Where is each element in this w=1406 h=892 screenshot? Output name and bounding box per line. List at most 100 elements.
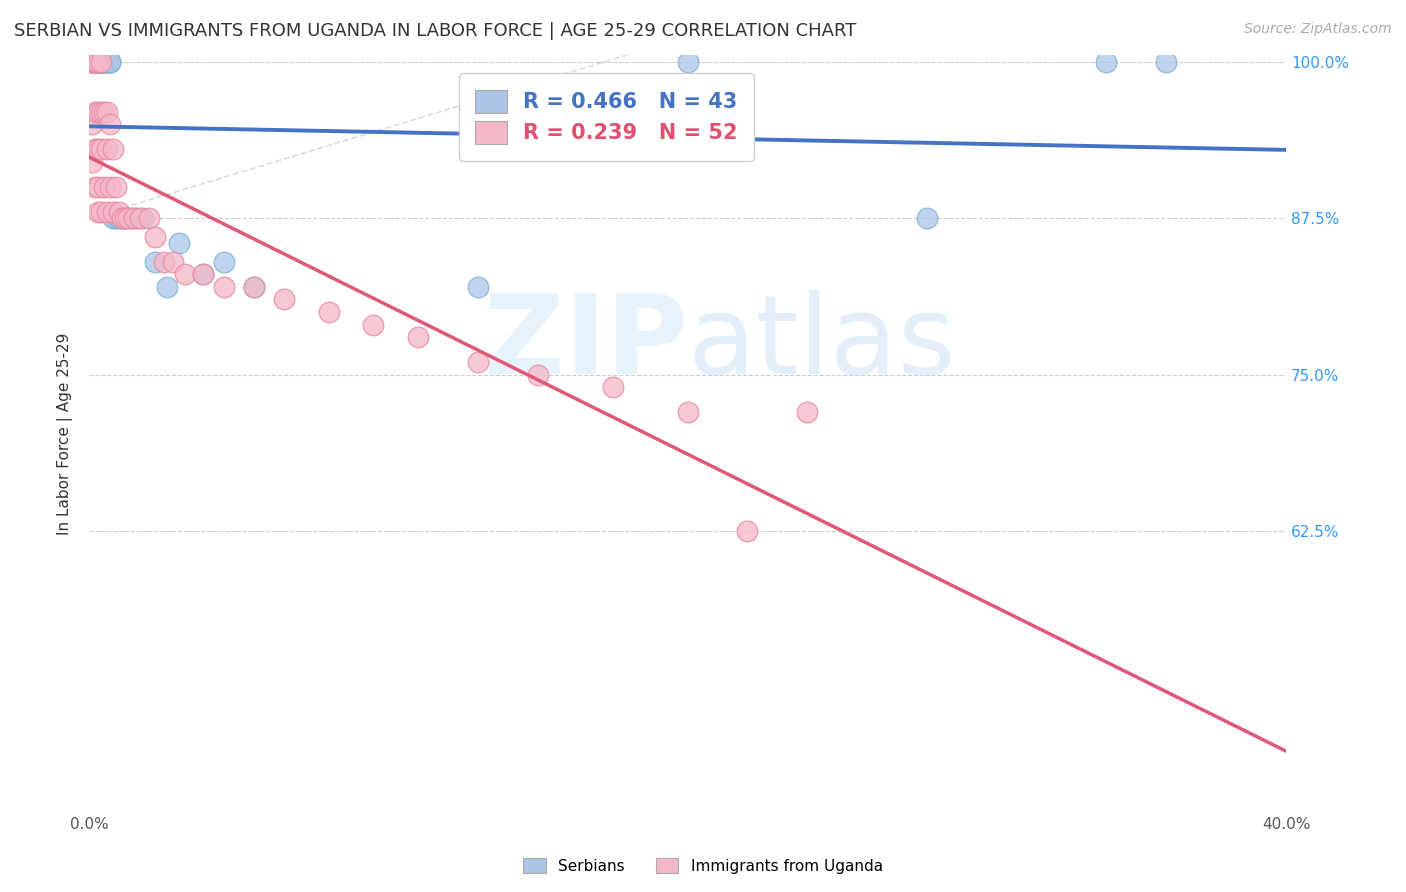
Point: [84, 54, 107, 69]
Point: [90, 54, 112, 69]
Point: [90, 205, 112, 219]
Point: [93, 54, 115, 69]
Point: [132, 211, 155, 226]
Point: [93, 104, 115, 119]
Point: [153, 255, 176, 269]
Point: [273, 293, 295, 307]
Point: [737, 524, 759, 538]
Point: [87, 54, 110, 69]
Point: [156, 280, 179, 294]
Point: [191, 268, 214, 282]
Point: [82, 54, 104, 69]
Point: [122, 211, 145, 226]
Point: [143, 255, 166, 269]
Point: [87, 104, 110, 119]
Point: [167, 236, 190, 251]
Point: [82, 154, 104, 169]
Point: [82, 117, 104, 131]
Point: [114, 211, 136, 226]
Point: [138, 211, 160, 226]
Point: [90, 104, 112, 119]
Point: [467, 280, 489, 294]
Point: [915, 211, 938, 226]
Point: [602, 380, 624, 394]
Point: [242, 280, 264, 294]
Point: [90, 54, 112, 69]
Point: [87, 54, 110, 69]
Point: [98, 54, 121, 69]
Point: [82, 54, 104, 69]
Point: [82, 54, 104, 69]
Point: [93, 54, 115, 69]
Point: [84, 54, 107, 69]
Point: [363, 318, 385, 332]
Point: [676, 405, 699, 419]
Point: [125, 211, 148, 226]
Point: [84, 54, 107, 69]
Point: [406, 330, 429, 344]
Point: [87, 54, 110, 69]
Point: [1095, 54, 1118, 69]
Point: [676, 54, 699, 69]
Point: [114, 211, 136, 226]
Point: [82, 54, 104, 69]
Point: [84, 179, 107, 194]
Point: [96, 205, 118, 219]
Point: [90, 54, 112, 69]
Point: [96, 54, 118, 69]
Point: [87, 54, 110, 69]
Point: [96, 54, 118, 69]
Point: [98, 54, 121, 69]
Point: [117, 211, 139, 226]
Text: SERBIAN VS IMMIGRANTS FROM UGANDA IN LABOR FORCE | AGE 25-29 CORRELATION CHART: SERBIAN VS IMMIGRANTS FROM UGANDA IN LAB…: [14, 22, 856, 40]
Point: [82, 54, 104, 69]
Text: Source: ZipAtlas.com: Source: ZipAtlas.com: [1244, 22, 1392, 37]
Point: [111, 211, 134, 226]
Point: [87, 205, 110, 219]
Point: [191, 268, 214, 282]
Point: [108, 211, 131, 226]
Point: [174, 268, 197, 282]
Point: [105, 211, 128, 226]
Point: [162, 255, 184, 269]
Point: [527, 368, 550, 382]
Point: [129, 211, 152, 226]
Point: [212, 280, 235, 294]
Point: [796, 405, 818, 419]
Point: [467, 355, 489, 369]
Point: [84, 54, 107, 69]
Point: [93, 179, 115, 194]
Point: [108, 205, 131, 219]
Legend: Serbians, Immigrants from Uganda: Serbians, Immigrants from Uganda: [517, 852, 889, 880]
Point: [84, 104, 107, 119]
Point: [84, 54, 107, 69]
Point: [93, 54, 115, 69]
Point: [101, 211, 124, 226]
Point: [101, 205, 124, 219]
Point: [242, 280, 264, 294]
Point: [101, 142, 124, 156]
Point: [90, 54, 112, 69]
Point: [96, 104, 118, 119]
Text: ZIP: ZIP: [484, 290, 688, 397]
Point: [84, 142, 107, 156]
Point: [111, 211, 134, 226]
Point: [90, 142, 112, 156]
Point: [143, 230, 166, 244]
Point: [84, 54, 107, 69]
Point: [105, 179, 128, 194]
Point: [318, 305, 340, 319]
Point: [87, 54, 110, 69]
Text: atlas: atlas: [688, 290, 956, 397]
Y-axis label: In Labor Force | Age 25-29: In Labor Force | Age 25-29: [58, 333, 73, 535]
Point: [84, 54, 107, 69]
Point: [212, 255, 235, 269]
Point: [1156, 54, 1178, 69]
Point: [96, 142, 118, 156]
Point: [98, 179, 121, 194]
Point: [87, 179, 110, 194]
Point: [98, 117, 121, 131]
Point: [90, 54, 112, 69]
Legend: R = 0.466   N = 43, R = 0.239   N = 52: R = 0.466 N = 43, R = 0.239 N = 52: [458, 73, 755, 161]
Point: [87, 142, 110, 156]
